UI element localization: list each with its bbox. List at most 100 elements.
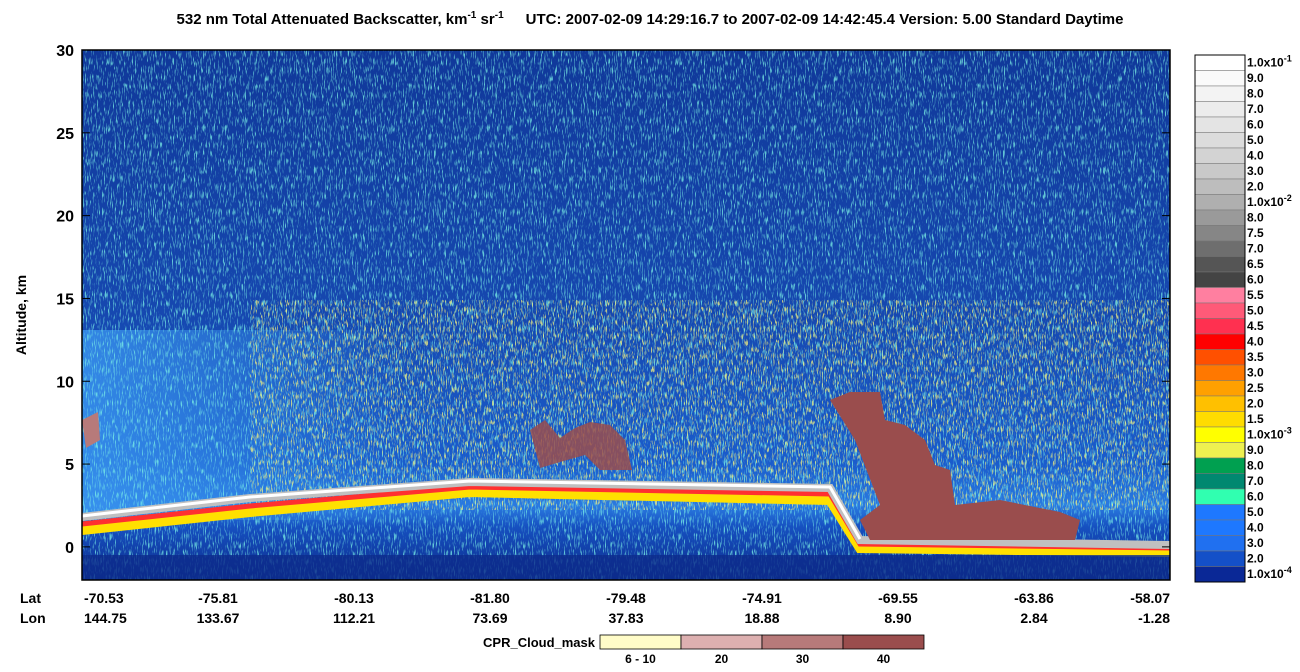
colorbar-label: 2.0 (1247, 180, 1264, 194)
colorbar-segment (1194, 535, 1246, 552)
colorbar-segment (1194, 457, 1246, 474)
subtitle: UTC: 2007-02-09 14:29:16.7 to 2007-02-09… (526, 11, 1124, 28)
legend-swatch (680, 634, 763, 650)
y-tick-label: 25 (56, 126, 74, 143)
colorbar-segment (1194, 550, 1246, 567)
colorbar-label: 6.0 (1247, 273, 1264, 287)
lat-label: -75.81 (198, 590, 238, 606)
lon-label: 2.84 (1020, 610, 1047, 626)
lat-label: -80.13 (334, 590, 374, 606)
colorbar-segment (1194, 566, 1246, 583)
colorbar-label: 5.0 (1247, 304, 1264, 318)
colorbar-segment (1194, 147, 1246, 164)
colorbar-label: 3.5 (1247, 350, 1264, 364)
lon-label: 18.88 (744, 610, 779, 626)
lon-label: 133.67 (197, 610, 240, 626)
lat-label: -69.55 (878, 590, 918, 606)
colorbar-label: 7.0 (1247, 474, 1264, 488)
colorbar-segment (1194, 194, 1246, 211)
colorbar-label: 4.0 (1247, 521, 1264, 535)
colorbar-label: 1.0x10-4 (1247, 565, 1292, 581)
colorbar-segment (1194, 380, 1246, 397)
lon-label: 73.69 (472, 610, 507, 626)
legend-label: 30 (796, 652, 810, 666)
colorbar-label-base: 1.0x10 (1247, 428, 1284, 442)
lat-label: -58.07 (1130, 590, 1170, 606)
colorbar-segment (1194, 256, 1246, 273)
colorbar-label: 4.5 (1247, 319, 1264, 333)
colorbar-segment (1194, 54, 1246, 71)
curtain-image (81, 50, 1171, 580)
colorbar-label: 1.0x10-3 (1247, 426, 1292, 442)
colorbar-segment (1194, 132, 1246, 149)
colorbar-label: 4.0 (1247, 149, 1264, 163)
colorbar-label-exp: -3 (1284, 426, 1292, 436)
colorbar-segment (1194, 488, 1246, 505)
colorbar-label: 7.0 (1247, 242, 1264, 256)
colorbar-segment (1194, 178, 1246, 195)
colorbar-segment (1194, 70, 1246, 87)
colorbar-label: 2.5 (1247, 381, 1264, 395)
colorbar-segment (1194, 426, 1246, 443)
lon-label: 112.21 (333, 610, 375, 626)
colorbar-label: 8.0 (1247, 211, 1264, 225)
colorbar-segment (1194, 302, 1246, 319)
y-tick-label: 10 (56, 374, 74, 391)
colorbar-label: 5.0 (1247, 505, 1264, 519)
lon-label: -1.28 (1138, 610, 1170, 626)
colorbar-label: 1.0x10-2 (1247, 193, 1292, 209)
colorbar-label: 2.0 (1247, 552, 1264, 566)
colorbar-segment (1194, 101, 1246, 118)
row-label: Lat (20, 590, 41, 606)
legend-swatch (842, 634, 925, 650)
colorbar-label-base: 1.0x10 (1247, 56, 1284, 70)
legend-title: CPR_Cloud_mask (483, 635, 596, 650)
colorbar-segment (1194, 318, 1246, 335)
colorbar-label: 3.0 (1247, 536, 1264, 550)
colorbar-segment (1194, 271, 1246, 288)
y-tick-label: 30 (56, 43, 74, 60)
colorbar-segment (1194, 116, 1246, 133)
colorbar-label: 5.5 (1247, 288, 1264, 302)
colorbar-label: 9.0 (1247, 71, 1264, 85)
lat-label: -79.48 (606, 590, 646, 606)
colorbar-segment (1194, 209, 1246, 226)
colorbar-segment (1194, 287, 1246, 304)
colorbar-frame (1194, 54, 1246, 583)
colorbar-segment (1194, 225, 1246, 242)
lat-label: -81.80 (470, 590, 510, 606)
colorbar-label: 2.0 (1247, 397, 1264, 411)
colorbar-label-base: 1.0x10 (1247, 195, 1284, 209)
lon-label: 144.75 (84, 610, 127, 626)
chart-title: 532 nm Total Attenuated Backscatter, km -… (177, 10, 1124, 28)
colorbar-label: 6.0 (1247, 490, 1264, 504)
title-text: 532 nm Total Attenuated Backscatter, km (177, 11, 468, 28)
colorbar-segment (1194, 163, 1246, 180)
legend-label: 20 (715, 652, 729, 666)
colorbar-label-base: 1.0x10 (1247, 567, 1284, 581)
legend-swatch (599, 634, 682, 650)
legend-swatch (761, 634, 844, 650)
colorbar-label: 1.0x10-1 (1247, 54, 1292, 70)
colorbar-segment (1194, 364, 1246, 381)
lon-label: 8.90 (884, 610, 911, 626)
colorbar-segment (1194, 504, 1246, 521)
colorbar-segment (1194, 473, 1246, 490)
colorbar-segment (1194, 240, 1246, 257)
colorbar-label: 6.0 (1247, 118, 1264, 132)
colorbar-label-exp: -4 (1284, 565, 1292, 575)
title-sup: -1 (495, 10, 504, 21)
y-axis-label: Altitude, km (13, 275, 29, 355)
lon-label: 37.83 (608, 610, 643, 626)
colorbar-segment (1194, 395, 1246, 412)
legend-label: 40 (877, 652, 891, 666)
y-tick-label: 20 (56, 209, 74, 226)
row-label: Lon (20, 610, 46, 626)
y-tick-label: 0 (65, 540, 74, 557)
colorbar-label: 4.0 (1247, 335, 1264, 349)
colorbar-label: 7.5 (1247, 226, 1264, 240)
lat-label: -74.91 (742, 590, 782, 606)
colorbar-label: 3.0 (1247, 366, 1264, 380)
colorbar-segment (1194, 349, 1246, 366)
